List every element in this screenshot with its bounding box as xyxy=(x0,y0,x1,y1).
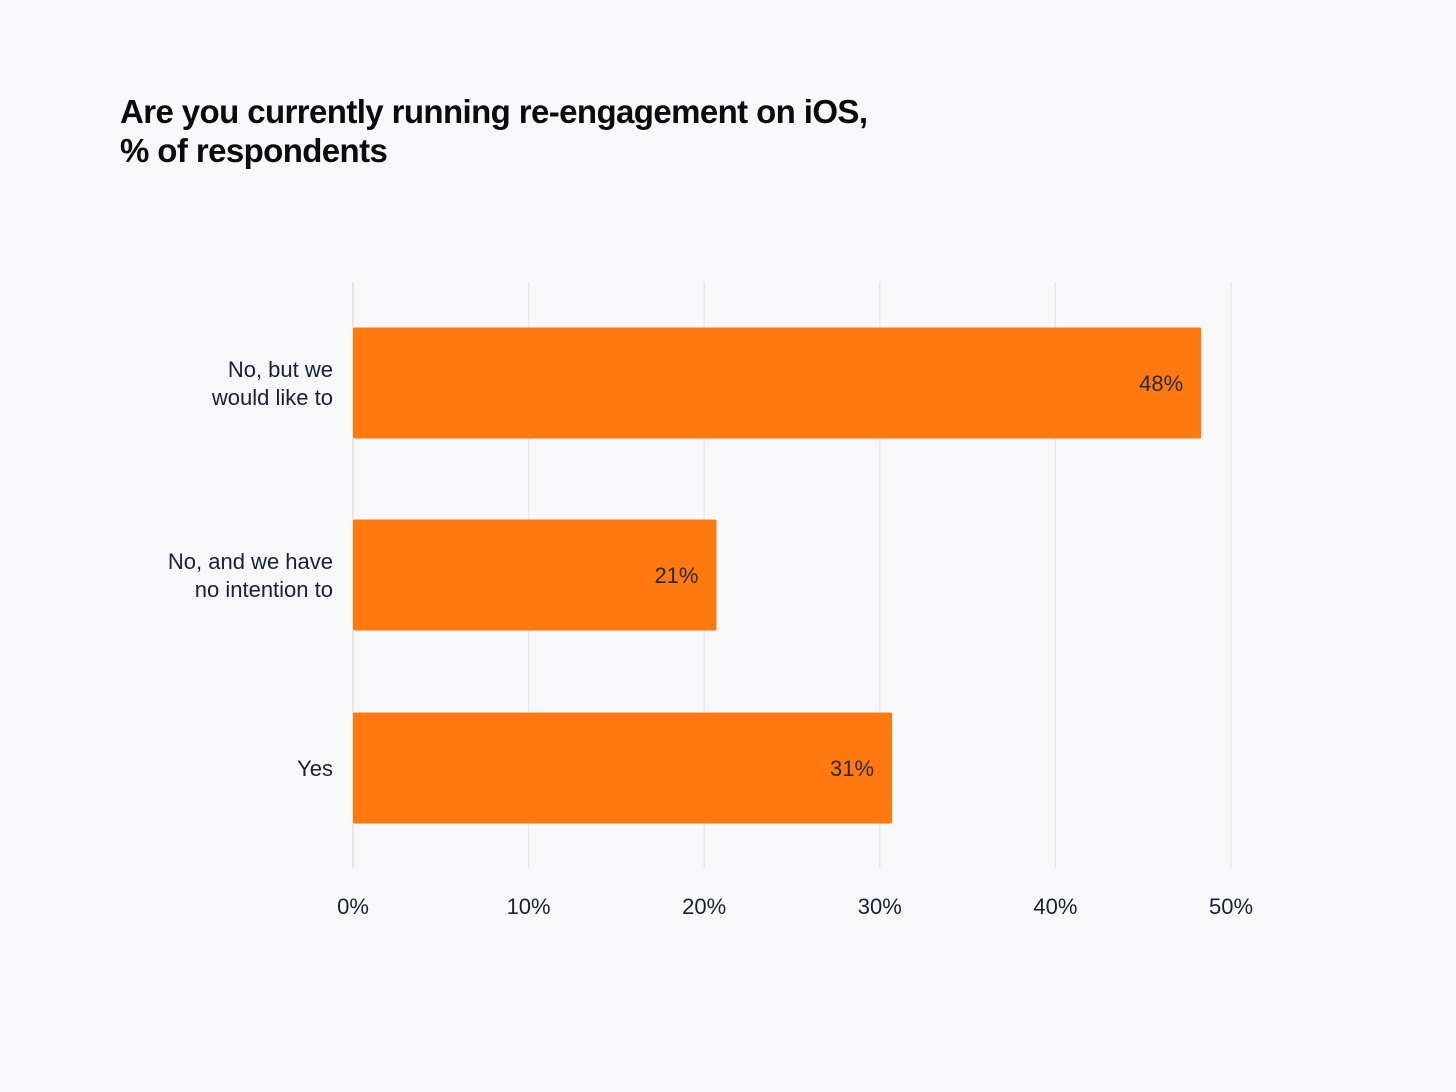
chart-title: Are you currently running re-engagement … xyxy=(120,92,868,170)
category-label-1-line-1: no intention to xyxy=(195,577,333,602)
chart-title-line-1: Are you currently running re-engagement … xyxy=(120,93,868,130)
bar-0 xyxy=(353,327,1202,439)
category-label-0-line-0: No, but we xyxy=(228,357,333,382)
chart-title-line-2: % of respondents xyxy=(120,132,388,169)
category-label-2-line-0: Yes xyxy=(297,756,333,781)
x-tick-label-10: 10% xyxy=(507,894,551,919)
bar-1 xyxy=(353,519,717,631)
bar-value-label-2: 31% xyxy=(830,756,874,781)
x-tick-label-20: 20% xyxy=(682,894,726,919)
x-tick-label-50: 50% xyxy=(1209,894,1253,919)
x-tick-label-30: 30% xyxy=(858,894,902,919)
category-label-1-line-0: No, and we have xyxy=(168,549,333,574)
bar-value-label-1: 21% xyxy=(654,563,698,588)
category-label-0-line-1: would like to xyxy=(211,385,333,410)
bar-value-label-0: 48% xyxy=(1139,371,1183,396)
x-tick-label-40: 40% xyxy=(1033,894,1077,919)
x-tick-label-0: 0% xyxy=(337,894,369,919)
bar-2 xyxy=(353,712,893,824)
